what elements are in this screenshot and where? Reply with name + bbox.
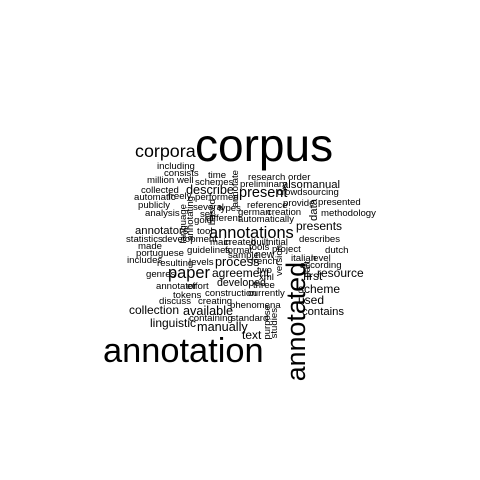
word-guidelines: guidelines — [187, 245, 231, 256]
word-provide: provide — [283, 198, 315, 209]
word-used: used — [298, 293, 325, 307]
word-crowdsourcing: crowdsourcing — [277, 187, 339, 198]
word-research: research — [248, 172, 286, 183]
word-annotate: annotate — [230, 170, 241, 208]
word-collection: collection — [129, 303, 180, 317]
word-portuguese: portuguese — [136, 248, 185, 259]
word-created: created — [224, 237, 256, 248]
word-collected: collected — [141, 185, 179, 196]
word-agreement: agreement — [212, 266, 270, 280]
word-according: according — [300, 260, 342, 271]
word-levels: levels — [189, 257, 214, 268]
word-containing: containing — [189, 313, 233, 324]
word-project: project — [272, 244, 301, 255]
word-order: order — [288, 172, 311, 183]
word-text: text — [242, 328, 262, 342]
word-creating: creating — [198, 296, 233, 307]
word-made: made — [138, 241, 162, 252]
word-german: german — [238, 207, 271, 218]
word-genres: genres — [146, 269, 176, 280]
word-paper: paper — [168, 264, 210, 282]
word-three: three — [253, 280, 275, 291]
word-version: version — [274, 245, 285, 276]
word-discuss: discuss — [159, 296, 191, 307]
word-includes: includes — [127, 255, 163, 266]
word-manual: manual — [303, 179, 341, 191]
word-schemes: schemes — [195, 177, 234, 188]
word-first: first — [303, 269, 323, 283]
word-tokens: tokens — [173, 290, 202, 301]
word-xml: xml — [259, 272, 274, 283]
word-annotating: annotating — [185, 196, 196, 241]
word-presented: presented — [318, 197, 361, 208]
word-level: level — [311, 253, 331, 264]
word-format: format — [225, 245, 253, 256]
word-scheme: scheme — [298, 282, 341, 296]
word-main: main — [210, 237, 231, 248]
word-publicly: publicly — [138, 200, 170, 211]
word-development: development — [162, 234, 217, 245]
word-automatic: automatic — [134, 192, 176, 203]
word-studies: studies — [269, 308, 280, 339]
word-linguistic: linguistic — [150, 316, 197, 330]
word-time: time — [208, 170, 227, 181]
word-consists: consists — [164, 168, 199, 179]
word-million: million — [147, 175, 175, 186]
word-currently: currently — [248, 288, 285, 299]
word-french: french — [251, 256, 278, 267]
word-types: types — [218, 203, 241, 214]
word-standard: standard — [231, 313, 269, 324]
word-new: new — [255, 249, 275, 261]
word-dutch: dutch — [325, 245, 349, 256]
word-creation: creation — [267, 207, 302, 218]
word-corpus: corpus — [195, 119, 334, 171]
word-part: part — [302, 261, 313, 278]
word-describe: describe — [186, 183, 234, 197]
word-resulting: resulting — [157, 258, 194, 269]
word-resource: resource — [317, 266, 364, 280]
word-italian: italian — [291, 253, 317, 264]
word-manually: manually — [197, 320, 248, 334]
word-corpora: corpora — [135, 141, 196, 161]
word-tool: tool — [197, 226, 213, 237]
word-well: well — [177, 175, 194, 186]
word-sample: sample — [228, 250, 259, 261]
word-several: several — [193, 202, 224, 213]
word-built: built — [251, 237, 269, 248]
word-process: process — [215, 255, 260, 269]
word-set: set — [200, 209, 213, 220]
word-effort: effort — [187, 281, 209, 292]
word-describes: describes — [299, 234, 341, 245]
word-based: based — [207, 199, 218, 226]
word-automatically: automatically — [238, 214, 294, 225]
word-also: also — [282, 179, 303, 191]
word-different: different — [206, 213, 241, 224]
word-tools: tools — [249, 242, 270, 253]
word-presents: presents — [296, 219, 343, 233]
word-annotators: annotators — [135, 225, 189, 237]
word-freely: freely — [168, 191, 192, 202]
word-gold: gold — [194, 215, 213, 226]
word-present: present — [239, 185, 288, 201]
word-analysis: analysis — [145, 208, 180, 219]
word-available: available — [183, 304, 234, 318]
word-statistics: statistics — [126, 234, 163, 245]
word-methodology: methodology — [321, 208, 376, 219]
word-initial: initial — [266, 237, 288, 248]
word-developed: developed — [217, 277, 266, 289]
word-construction: construction — [205, 288, 257, 299]
word-preliminary: preliminary — [240, 179, 287, 190]
word-annotator: annotator — [156, 281, 197, 292]
word-including: including — [157, 161, 195, 172]
word-performed: performed — [195, 192, 239, 203]
word-reference: reference — [247, 200, 288, 211]
word-annotation: annotation — [103, 332, 264, 370]
word-phenomena: phenomena — [230, 300, 281, 311]
word-contains: contains — [302, 306, 345, 318]
word-annotations: annotations — [209, 224, 294, 242]
word-two: two — [257, 265, 272, 276]
